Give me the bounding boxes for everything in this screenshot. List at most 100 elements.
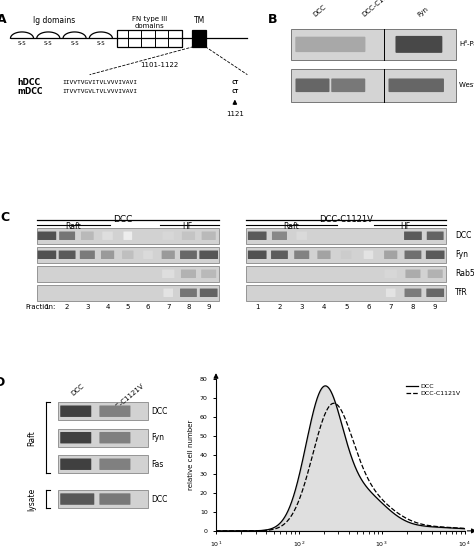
Text: C: C — [0, 211, 9, 223]
FancyBboxPatch shape — [101, 251, 114, 259]
Text: S-S: S-S — [44, 41, 53, 46]
FancyBboxPatch shape — [180, 289, 197, 297]
FancyBboxPatch shape — [426, 289, 444, 297]
Text: S-S: S-S — [70, 41, 79, 46]
Text: 9: 9 — [433, 304, 438, 310]
Text: 1: 1 — [255, 304, 259, 310]
Text: B: B — [268, 13, 277, 25]
Text: Raft: Raft — [27, 430, 36, 446]
FancyBboxPatch shape — [389, 79, 444, 92]
Text: A: A — [0, 13, 7, 25]
DCC — [322, 383, 328, 389]
Text: S-S: S-S — [97, 41, 105, 46]
Text: 3: 3 — [85, 304, 90, 310]
Text: 2: 2 — [65, 304, 69, 310]
Text: FN type III
domains: FN type III domains — [132, 15, 167, 29]
FancyBboxPatch shape — [162, 251, 175, 259]
FancyBboxPatch shape — [386, 289, 395, 297]
FancyBboxPatch shape — [59, 232, 75, 240]
Text: mDCC: mDCC — [17, 87, 43, 96]
FancyBboxPatch shape — [200, 251, 218, 259]
Text: Fas: Fas — [151, 460, 164, 469]
Text: 8: 8 — [186, 304, 191, 310]
FancyBboxPatch shape — [272, 232, 287, 240]
Text: CT: CT — [231, 89, 238, 94]
DCC-C1121V — [328, 402, 333, 409]
Text: lysate: lysate — [27, 487, 36, 510]
Text: DCC-C1121V: DCC-C1121V — [319, 215, 373, 224]
FancyBboxPatch shape — [102, 232, 113, 240]
Text: Raft: Raft — [284, 222, 300, 231]
FancyBboxPatch shape — [100, 493, 130, 505]
FancyBboxPatch shape — [163, 232, 174, 240]
Text: DCC: DCC — [151, 494, 167, 504]
Text: ITVVTVGVLTVLVVVIVAVI: ITVVTVGVLTVLVVVIVAVI — [62, 89, 137, 94]
FancyBboxPatch shape — [384, 269, 397, 278]
FancyBboxPatch shape — [318, 251, 330, 259]
FancyBboxPatch shape — [201, 232, 216, 240]
FancyBboxPatch shape — [364, 251, 373, 259]
Text: IIVVTVGVITVLVVVIVAVI: IIVVTVGVITVLVVVIVAVI — [62, 80, 137, 85]
Bar — [246, 266, 447, 281]
DCC-C1121V — [226, 528, 231, 534]
FancyBboxPatch shape — [428, 269, 443, 278]
Text: TM: TM — [193, 15, 205, 24]
FancyBboxPatch shape — [404, 289, 421, 297]
Text: hDCC: hDCC — [17, 78, 40, 87]
Text: TfR: TfR — [456, 288, 468, 298]
Text: 1121: 1121 — [226, 111, 244, 117]
DCC-C1121V — [331, 400, 337, 406]
Bar — [291, 69, 456, 102]
FancyBboxPatch shape — [164, 289, 173, 297]
Text: DCC: DCC — [70, 383, 85, 397]
FancyBboxPatch shape — [182, 232, 195, 240]
DCC-C1121V — [462, 525, 467, 531]
FancyBboxPatch shape — [60, 432, 91, 444]
Text: Raft: Raft — [65, 222, 81, 231]
FancyBboxPatch shape — [341, 251, 351, 259]
Bar — [58, 490, 148, 508]
Text: 8: 8 — [410, 304, 415, 310]
DCC — [455, 525, 460, 531]
DCC-C1121V — [213, 528, 219, 534]
Text: DCC: DCC — [151, 406, 167, 416]
Line: DCC: DCC — [216, 386, 465, 531]
Bar — [37, 266, 219, 281]
FancyBboxPatch shape — [181, 269, 196, 278]
FancyBboxPatch shape — [60, 493, 94, 505]
Text: HF: HF — [182, 222, 192, 231]
FancyBboxPatch shape — [427, 232, 444, 240]
Text: 2: 2 — [277, 304, 282, 310]
FancyBboxPatch shape — [80, 251, 95, 259]
FancyBboxPatch shape — [248, 232, 266, 240]
FancyBboxPatch shape — [295, 79, 329, 92]
Text: 5: 5 — [126, 304, 130, 310]
DCC — [213, 528, 219, 534]
FancyBboxPatch shape — [426, 251, 445, 259]
FancyBboxPatch shape — [60, 458, 91, 470]
Text: DCC: DCC — [114, 215, 133, 224]
FancyBboxPatch shape — [81, 232, 94, 240]
Text: Fyn: Fyn — [416, 6, 429, 18]
FancyBboxPatch shape — [296, 232, 307, 240]
Text: 1101-1122: 1101-1122 — [141, 62, 179, 68]
DCC-C1121V — [455, 525, 460, 531]
Text: 6: 6 — [366, 304, 371, 310]
Text: Ig domains: Ig domains — [34, 15, 76, 24]
Text: 7: 7 — [389, 304, 393, 310]
Bar — [58, 402, 148, 420]
Text: Fyn: Fyn — [151, 433, 164, 442]
Text: Rab5: Rab5 — [456, 269, 474, 278]
FancyBboxPatch shape — [395, 36, 442, 53]
FancyBboxPatch shape — [180, 251, 197, 259]
FancyBboxPatch shape — [122, 251, 134, 259]
DCC — [409, 520, 415, 526]
FancyBboxPatch shape — [143, 251, 153, 259]
Text: 1: 1 — [45, 304, 49, 310]
FancyBboxPatch shape — [384, 251, 397, 259]
Bar — [192, 30, 206, 46]
FancyBboxPatch shape — [100, 405, 130, 417]
DCC-C1121V — [409, 518, 415, 524]
DCC-C1121V — [455, 525, 460, 531]
Text: 5: 5 — [344, 304, 348, 310]
